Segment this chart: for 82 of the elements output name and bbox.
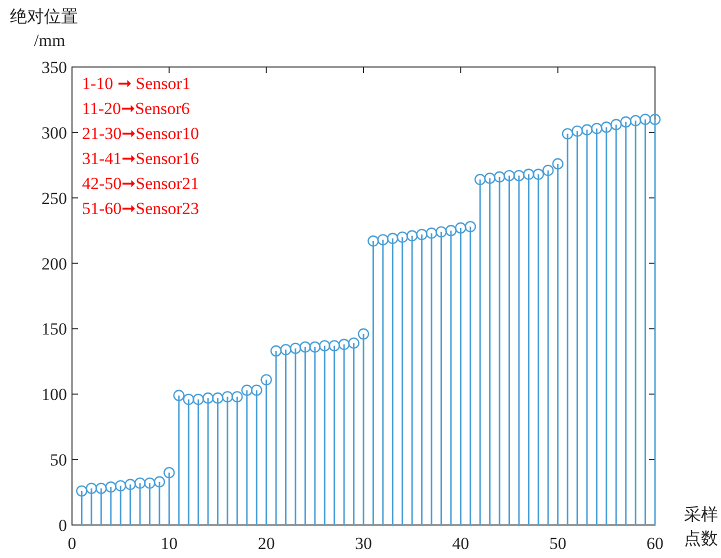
annotation: 42-50➞Sensor21 (82, 174, 199, 193)
point (620, 116, 632, 128)
point (368, 235, 379, 247)
point (280, 344, 292, 356)
point (513, 170, 525, 182)
point (523, 168, 534, 180)
point (338, 338, 350, 350)
point (396, 231, 408, 243)
point (164, 467, 175, 478)
point (358, 328, 370, 340)
y-tick-label: 0 (58, 516, 67, 535)
point (144, 477, 156, 489)
point (377, 234, 389, 246)
y-tick-label: 250 (42, 188, 67, 208)
y-tick-label: 150 (42, 320, 67, 339)
point (260, 374, 272, 386)
point (202, 392, 214, 404)
point (270, 345, 282, 357)
point (241, 384, 253, 396)
y-tick-label: 350 (42, 58, 67, 77)
x-tick-label: 30 (355, 534, 372, 553)
point (318, 340, 330, 352)
point (484, 172, 496, 184)
point (600, 122, 612, 133)
y-tick-label: 50 (50, 450, 67, 470)
point (232, 391, 243, 402)
point (76, 485, 88, 497)
x-tick-label: 60 (646, 534, 664, 553)
point (406, 230, 418, 242)
annotation: 1-10 ➞ Sensor1 (82, 74, 190, 93)
point (552, 158, 564, 170)
point (222, 391, 234, 402)
point (562, 128, 574, 140)
annotation: 31-41➞Sensor16 (82, 149, 199, 168)
point (173, 390, 185, 402)
point (504, 170, 515, 182)
point (455, 222, 466, 234)
point (192, 394, 204, 406)
point (572, 125, 583, 137)
point (494, 171, 506, 183)
point (630, 115, 642, 126)
point (532, 168, 544, 180)
point (474, 174, 486, 186)
x-axis-title: 采样点数 (684, 505, 718, 549)
point (134, 477, 146, 489)
point (416, 228, 428, 240)
point (464, 220, 476, 232)
x-tick-label: 40 (452, 534, 470, 553)
point (290, 342, 302, 354)
point (445, 224, 457, 236)
y-tick-label: 300 (42, 123, 67, 142)
annotation: 21-30➞Sensor10 (82, 124, 199, 143)
point (182, 394, 194, 406)
point (542, 164, 554, 176)
x-tick-label: 50 (549, 534, 566, 553)
annotation: 51-60➞Sensor23 (82, 199, 199, 218)
point (309, 341, 321, 353)
point (348, 337, 360, 349)
point (426, 228, 438, 239)
point (640, 114, 651, 125)
annotation: 11-20➞Sensor6 (82, 99, 190, 118)
point (300, 341, 311, 353)
point (328, 340, 340, 352)
point (114, 480, 126, 492)
point (86, 482, 98, 494)
point (436, 226, 447, 238)
x-tick-label: 10 (160, 534, 178, 553)
y-tick-label: 200 (42, 254, 67, 274)
point (591, 122, 602, 134)
point (212, 392, 224, 404)
point (96, 482, 107, 494)
x-tick-label: 20 (258, 534, 275, 553)
point (250, 384, 262, 396)
point (581, 124, 593, 136)
point (387, 232, 398, 244)
y-tick-label: 100 (42, 385, 67, 404)
point (105, 481, 117, 493)
point (124, 478, 136, 490)
point (649, 114, 661, 125)
y-axis-title: 绝对位置 /mm (10, 7, 78, 50)
point (610, 118, 622, 130)
point (154, 476, 166, 488)
